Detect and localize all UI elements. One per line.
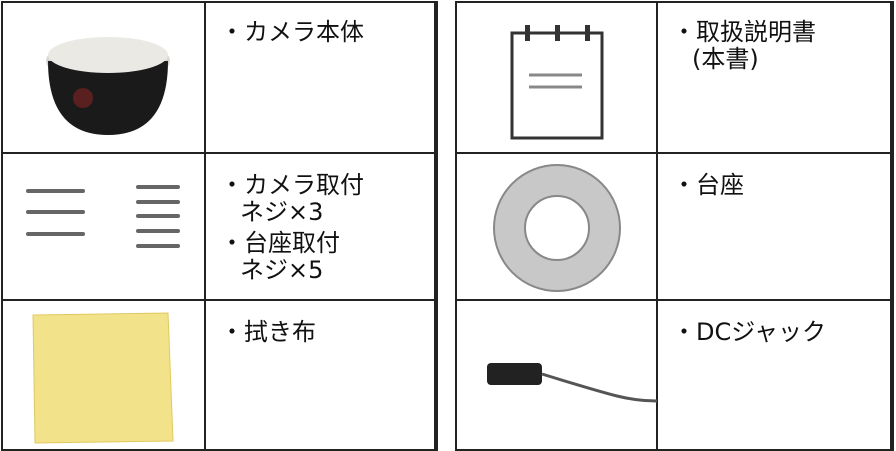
text-cell: ・取扱説明書 (本書) [658, 3, 892, 154]
item: ・DCジャック [672, 319, 826, 346]
item-text: ・カメラ取付 [220, 171, 364, 199]
text-cell: ・カメラ本体 [206, 3, 436, 154]
item: ・台座 [672, 172, 744, 199]
text-cell: ・拭き布 [206, 301, 436, 449]
item: ・拭き布 [220, 319, 316, 346]
cell-text: ・カメラ取付 ネジ×3 ・台座取付 ネジ×5 [220, 172, 364, 288]
image-cell [457, 154, 658, 301]
item: ・カメラ本体 [220, 19, 364, 46]
image-cell [457, 301, 658, 449]
text-cell: ・DCジャック [658, 301, 892, 449]
cell-text: ・DCジャック [672, 319, 826, 350]
image-cell [457, 3, 658, 154]
image-cell [3, 3, 206, 154]
item-text: ネジ×3 [240, 198, 324, 226]
text-cell: ・台座 [658, 154, 892, 301]
screws-image [26, 185, 180, 248]
item: ・台座取付 ネジ×5 [220, 230, 364, 284]
item-text: ・拭き布 [220, 318, 316, 346]
item: ・取扱説明書 (本書) [672, 19, 816, 73]
cell-text: ・カメラ本体 [220, 19, 364, 50]
image-cell [3, 154, 206, 301]
table-right: ・取扱説明書 (本書) ・台座 ・DCジャック [455, 1, 894, 451]
image-cell [3, 301, 206, 449]
dc-jack-image [487, 363, 657, 403]
text-cell: ・カメラ取付 ネジ×3 ・台座取付 ネジ×5 [206, 154, 436, 301]
table-left: ・カメラ本体 ・カメラ取付 ネジ×3 ・台座取付 ネジ×5 ・拭き布 [1, 1, 438, 451]
cell-text: ・台座 [672, 172, 744, 203]
item: ・カメラ取付 ネジ×3 [220, 172, 364, 226]
cell-text: ・取扱説明書 (本書) [672, 19, 816, 77]
cloth-image [32, 312, 174, 444]
item-text: ・台座 [672, 171, 744, 199]
mount-image [493, 164, 621, 292]
manual-image [510, 25, 604, 140]
item-text: ・取扱説明書 [672, 18, 816, 46]
item-text: ・DCジャック [672, 318, 827, 346]
item-text: ・台座取付 [220, 229, 340, 257]
cell-text: ・拭き布 [220, 319, 316, 350]
camera-image [46, 37, 170, 135]
item-text: ・カメラ本体 [220, 18, 364, 46]
item-text: ネジ×5 [240, 256, 324, 284]
item-text: (本書) [692, 45, 759, 73]
